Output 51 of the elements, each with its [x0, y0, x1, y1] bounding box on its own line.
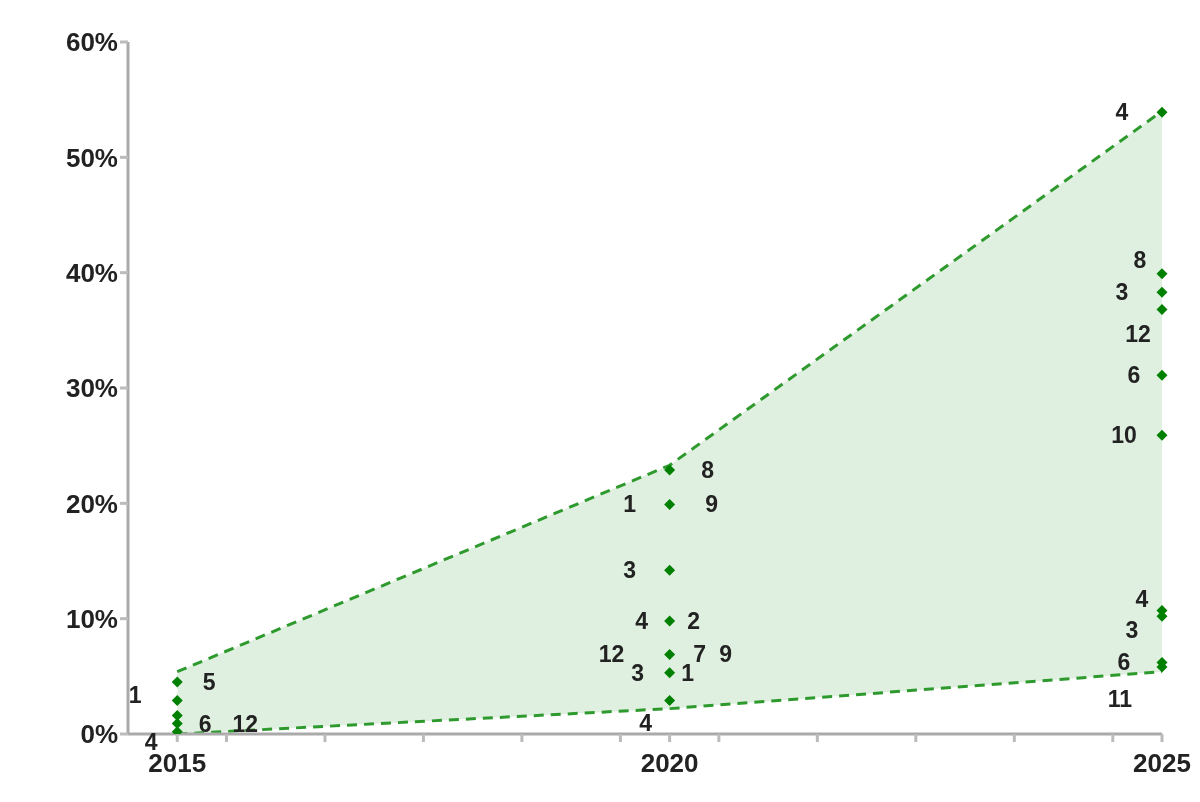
y-tick-label: 40%	[65, 257, 118, 288]
annotation: 7	[693, 641, 707, 668]
point	[1156, 268, 1168, 280]
y-tick-label: 30%	[65, 373, 118, 404]
annotation: 4	[639, 709, 653, 736]
point	[1156, 286, 1168, 298]
annotation: 1	[128, 681, 142, 708]
annotation: 3	[1115, 279, 1129, 306]
point	[664, 648, 676, 660]
point	[664, 667, 676, 679]
point	[171, 676, 183, 688]
annotation: 10	[1111, 422, 1137, 449]
annotation: 12	[598, 641, 625, 668]
annotation: 1	[681, 659, 695, 686]
annotation: 6	[1127, 362, 1141, 389]
annotation: 4	[1135, 585, 1149, 612]
annotation: 6	[198, 710, 212, 737]
y-tick-label: 50%	[65, 142, 118, 173]
annotation: 9	[719, 641, 733, 668]
annotation: 3	[1125, 617, 1139, 644]
annotation: 5	[202, 669, 216, 696]
annotation: 8	[701, 456, 715, 483]
annotation: 4	[1115, 99, 1129, 126]
annotation: 3	[631, 659, 645, 686]
y-tick-label: 20%	[65, 488, 118, 519]
y-tick-label: 10%	[65, 603, 118, 634]
y-tick-label: 60%	[65, 27, 118, 58]
point	[1156, 369, 1168, 381]
point	[1156, 429, 1168, 441]
y-tick-label: 0%	[80, 719, 118, 750]
annotation: 8	[1133, 246, 1147, 273]
x-tick-label: 2025	[1133, 748, 1191, 779]
point	[1156, 106, 1168, 118]
annotation: 6	[1117, 649, 1131, 676]
point	[664, 564, 676, 576]
annotation: 12	[232, 710, 259, 737]
annotation: 11	[1107, 686, 1133, 713]
annotation: 1	[623, 491, 637, 518]
annotation: 2	[687, 607, 701, 634]
point	[171, 695, 183, 707]
annotation: 3	[623, 557, 637, 584]
point	[664, 695, 676, 707]
point	[664, 498, 676, 510]
annotation: 9	[705, 491, 719, 518]
annotation: 4	[635, 607, 649, 634]
point	[1156, 304, 1168, 316]
annotation: 4	[144, 728, 158, 755]
point	[664, 615, 676, 627]
x-tick-label: 2020	[640, 748, 699, 779]
annotation: 12	[1125, 320, 1151, 347]
point	[664, 464, 676, 476]
